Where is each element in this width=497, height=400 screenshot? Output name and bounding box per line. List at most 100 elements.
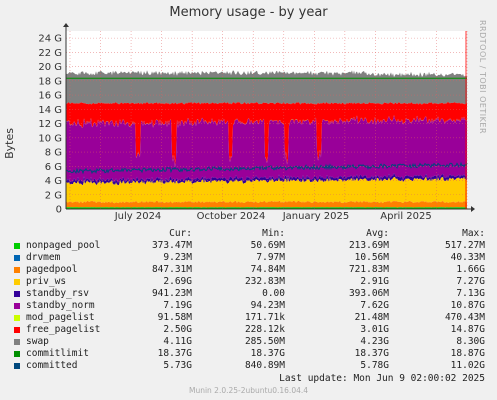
legend-min: 94.23M — [250, 300, 285, 311]
x-tick-label: April 2025 — [380, 211, 431, 222]
x-axis-arrow — [471, 206, 475, 212]
legend-cur: 5.73G — [163, 360, 192, 371]
legend-name: free_pagelist — [26, 324, 101, 335]
x-tick-label: January 2025 — [282, 211, 350, 222]
legend-max: 8.30G — [456, 336, 485, 347]
legend-min: 7.97M — [256, 252, 285, 263]
legend-swatch — [14, 267, 20, 273]
legend-name: priv_ws — [26, 276, 67, 287]
legend-avg: 18.37G — [354, 348, 389, 359]
legend-swatch — [14, 327, 20, 333]
legend-min: 840.89M — [244, 360, 285, 371]
legend-swatch — [14, 339, 20, 345]
legend-row-pagedpool: pagedpool 847.31M 74.84M 721.83M 1.66G — [0, 264, 497, 276]
area-free-pagelist — [66, 102, 467, 167]
legend-cur: 91.58M — [157, 312, 192, 323]
y-tick-label: 10 G — [38, 133, 62, 144]
legend-max: 14.87G — [450, 324, 485, 335]
y-tick-label: 4 G — [45, 176, 62, 187]
legend-row-drvmem: drvmem 9.23M 7.97M 10.56M 40.33M — [0, 252, 497, 264]
legend-name: standby_norm — [26, 300, 95, 311]
legend-swatch — [14, 279, 20, 285]
line-committed — [65, 161, 468, 175]
legend-avg: 7.62G — [360, 300, 389, 311]
legend-min: 228.12k — [244, 324, 285, 335]
legend-cur: 2.69G — [163, 276, 192, 287]
legend-max: 11.02G — [450, 360, 485, 371]
last-update: Last update: Mon Jun 9 02:00:02 2025 — [279, 373, 485, 384]
legend-max: 18.87G — [450, 348, 485, 359]
y-tick-label: 20 G — [38, 62, 62, 73]
legend-name: drvmem — [26, 252, 61, 263]
legend-cur: 4.11G — [163, 336, 192, 347]
legend-row-priv-ws: priv_ws 2.69G 232.83M 2.91G 7.27G — [0, 276, 497, 288]
legend-max: 1.66G — [456, 264, 485, 275]
chart-title: Memory usage - by year — [169, 5, 328, 20]
legend-name: standby_rsv — [26, 288, 89, 299]
area-pagedpool — [66, 200, 467, 208]
legend-max: 470.43M — [444, 312, 485, 323]
legend-name: mod_pagelist — [26, 312, 95, 323]
legend-avg: 3.01G — [360, 324, 389, 335]
legend-row-nonpaged-pool: nonpaged_pool 373.47M 50.69M 213.69M 517.27M — [0, 240, 497, 252]
legend-name: commitlimit — [26, 348, 89, 359]
y-tick-label: 16 G — [38, 91, 62, 102]
legend-name: swap — [26, 336, 49, 347]
legend-row-committed: committed 5.73G 840.89M 5.78G 11.02G — [0, 360, 497, 372]
legend-row-standby-norm: standby_norm 7.19G 94.23M 7.62G 10.87G — [0, 300, 497, 312]
legend-max: 10.87G — [450, 300, 485, 311]
legend-swatch — [14, 351, 20, 357]
legend-min: 0.00 — [262, 288, 285, 299]
legend-cur: 373.47M — [151, 240, 192, 251]
legend-row-free-pagelist: free_pagelist 2.50G 228.12k 3.01G 14.87G — [0, 324, 497, 336]
legend-header-max: Max: — [462, 228, 485, 239]
y-tick-label: 0 — [56, 205, 62, 216]
legend-cur: 941.23M — [151, 288, 192, 299]
y-tick-label: 8 G — [45, 148, 62, 159]
legend-header-cur: Cur: — [169, 228, 192, 239]
legend-cur: 2.50G — [163, 324, 192, 335]
legend-max: 7.13G — [456, 288, 485, 299]
legend-swatch — [14, 363, 20, 369]
legend-cur: 18.37G — [157, 348, 192, 359]
legend-swatch — [14, 291, 20, 297]
legend-max: 40.33M — [450, 252, 485, 263]
rrdtool-credit: RRDTOOL / TOBI OETIKER — [478, 20, 487, 135]
legend-avg: 2.91G — [360, 276, 389, 287]
legend-name: pagedpool — [26, 264, 78, 275]
y-tick-label: 24 G — [38, 34, 62, 45]
y-tick-label: 12 G — [38, 119, 62, 130]
legend-avg: 21.48M — [354, 312, 389, 323]
legend-min: 232.83M — [244, 276, 285, 287]
y-tick-label: 18 G — [38, 76, 62, 87]
legend-row-commitlimit: commitlimit 18.37G 18.37G 18.37G 18.87G — [0, 348, 497, 360]
y-tick-label: 6 G — [45, 162, 62, 173]
legend-cur: 847.31M — [151, 264, 192, 275]
legend-swatch — [14, 255, 20, 261]
legend-avg: 213.69M — [348, 240, 389, 251]
legend-max: 517.27M — [444, 240, 485, 251]
y-tick-label: 2 G — [45, 190, 62, 201]
legend-swatch — [14, 243, 20, 249]
legend-min: 171.71k — [244, 312, 285, 323]
legend-header: Cur: Min: Avg: Max: — [0, 228, 497, 240]
legend-avg: 721.83M — [348, 264, 389, 275]
area-priv-ws — [66, 176, 467, 204]
legend-avg: 10.56M — [354, 252, 389, 263]
y-tick-label: 22 G — [38, 48, 62, 59]
legend-row-swap: swap 4.11G 285.50M 4.23G 8.30G — [0, 336, 497, 348]
legend-avg: 393.06M — [348, 288, 389, 299]
legend-cur: 9.23M — [163, 252, 192, 263]
legend-min: 74.84M — [250, 264, 285, 275]
legend-min: 285.50M — [244, 336, 285, 347]
legend-name: committed — [26, 360, 78, 371]
legend-min: 18.37G — [250, 348, 285, 359]
legend-name: nonpaged_pool — [26, 240, 101, 251]
legend-swatch — [14, 315, 20, 321]
legend-min: 50.69M — [250, 240, 285, 251]
y-tick-label: 14 G — [38, 105, 62, 116]
x-tick-label: July 2024 — [114, 211, 162, 222]
legend-row-mod-pagelist: mod_pagelist 91.58M 171.71k 21.48M 470.43M — [0, 312, 497, 324]
area-standby-rsv — [66, 173, 467, 186]
